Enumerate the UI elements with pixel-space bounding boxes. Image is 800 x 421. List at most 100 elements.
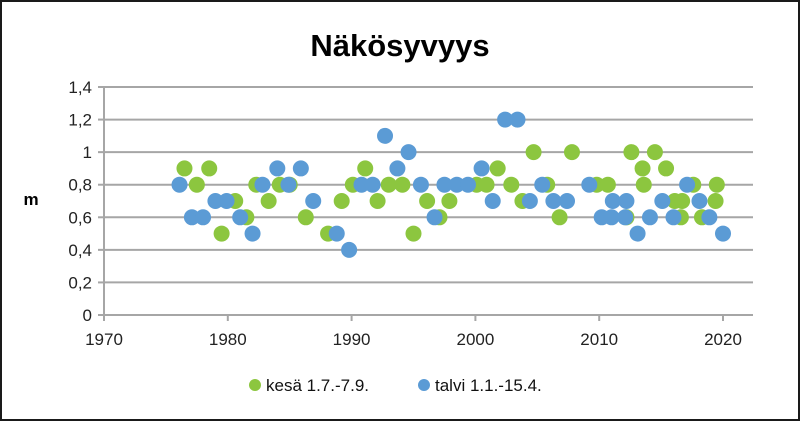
- y-tick-label: 1,4: [68, 78, 92, 97]
- y-tick-label: 0,6: [68, 208, 92, 227]
- data-point: [525, 144, 542, 161]
- data-point: [497, 111, 514, 128]
- data-point: [441, 193, 458, 209]
- y-tick-label: 1,2: [68, 111, 92, 130]
- data-point: [292, 160, 309, 177]
- data-point: [260, 193, 277, 209]
- data-point: [715, 225, 731, 242]
- data-point: [218, 193, 235, 209]
- data-point: [629, 225, 646, 242]
- data-point: [658, 160, 675, 177]
- data-point: [412, 176, 429, 193]
- data-point: [503, 176, 520, 193]
- data-point: [509, 111, 526, 128]
- y-tick-label: 0,4: [68, 241, 92, 260]
- data-point: [604, 193, 621, 209]
- data-point: [183, 209, 200, 226]
- data-point: [563, 144, 580, 161]
- data-point: [341, 241, 358, 258]
- data-point: [328, 225, 345, 242]
- data-point: [701, 209, 718, 226]
- data-point: [394, 176, 411, 193]
- data-point: [357, 160, 374, 177]
- data-point: [603, 209, 620, 226]
- x-tick-label: 1970: [85, 330, 123, 349]
- data-point: [665, 209, 682, 226]
- data-point: [176, 160, 193, 177]
- y-tick-label: 0,8: [68, 176, 92, 195]
- data-point: [389, 160, 406, 177]
- data-point: [484, 193, 501, 209]
- data-point: [599, 176, 616, 193]
- data-point: [369, 193, 386, 209]
- data-point: [280, 176, 297, 193]
- data-point: [305, 193, 322, 209]
- data-point: [171, 176, 188, 193]
- data-point: [419, 193, 436, 209]
- data-point: [559, 193, 576, 209]
- data-point: [707, 193, 724, 209]
- data-point: [459, 176, 476, 193]
- legend: kesä 1.7.-7.9. talvi 1.1.-15.4.: [249, 376, 542, 395]
- y-axis-ticks: 0 0,2 0,4 0,6 0,8 1 1,2 1,4: [68, 78, 92, 325]
- legend-label: talvi 1.1.-15.4.: [435, 376, 542, 395]
- data-point: [674, 193, 691, 209]
- data-point: [473, 160, 490, 177]
- legend-marker: [418, 379, 430, 391]
- data-point: [634, 160, 651, 177]
- data-point: [207, 193, 224, 209]
- data-point: [405, 225, 422, 242]
- data-point: [377, 127, 394, 144]
- chart-title: Näkösyvyys: [310, 28, 489, 63]
- data-point: [534, 176, 551, 193]
- x-tick-label: 2010: [580, 330, 618, 349]
- series-kesä: [176, 144, 725, 242]
- data-point: [641, 209, 658, 226]
- data-point: [708, 176, 725, 193]
- data-point: [436, 176, 453, 193]
- data-point: [635, 176, 652, 193]
- data-point: [400, 144, 417, 161]
- data-points: [171, 111, 731, 258]
- data-point: [333, 193, 350, 209]
- legend-marker: [249, 379, 261, 391]
- x-tick-label: 1990: [333, 330, 371, 349]
- y-tick-label: 1: [83, 143, 92, 162]
- data-point: [521, 193, 538, 209]
- data-point: [232, 209, 249, 226]
- data-point: [646, 144, 663, 161]
- y-tick-label: 0: [83, 306, 92, 325]
- legend-label: kesä 1.7.-7.9.: [266, 376, 369, 395]
- data-point: [654, 193, 671, 209]
- x-tick-label: 2020: [704, 330, 742, 349]
- data-point: [364, 176, 381, 193]
- data-point: [380, 176, 397, 193]
- data-point: [448, 176, 465, 193]
- data-point: [545, 193, 562, 209]
- data-point: [551, 209, 568, 226]
- y-axis-label: m: [23, 190, 38, 209]
- y-tick-label: 0,2: [68, 273, 92, 292]
- data-point: [353, 176, 370, 193]
- series-talvi: [171, 111, 731, 258]
- x-tick-label: 1980: [209, 330, 247, 349]
- data-point: [618, 193, 635, 209]
- data-point: [254, 176, 271, 193]
- data-point: [244, 225, 261, 242]
- x-tick-label: 2000: [456, 330, 494, 349]
- data-point: [297, 209, 314, 226]
- data-point: [489, 160, 506, 177]
- data-point: [213, 225, 230, 242]
- data-point: [581, 176, 598, 193]
- data-point: [691, 193, 708, 209]
- data-point: [269, 160, 286, 177]
- data-point: [188, 176, 205, 193]
- data-point: [679, 176, 696, 193]
- data-point: [617, 209, 634, 226]
- data-point: [478, 176, 495, 193]
- data-point: [426, 209, 443, 226]
- data-point: [201, 160, 218, 177]
- x-axis-ticks: 1970 1980 1990 2000 2010 2020: [85, 330, 742, 349]
